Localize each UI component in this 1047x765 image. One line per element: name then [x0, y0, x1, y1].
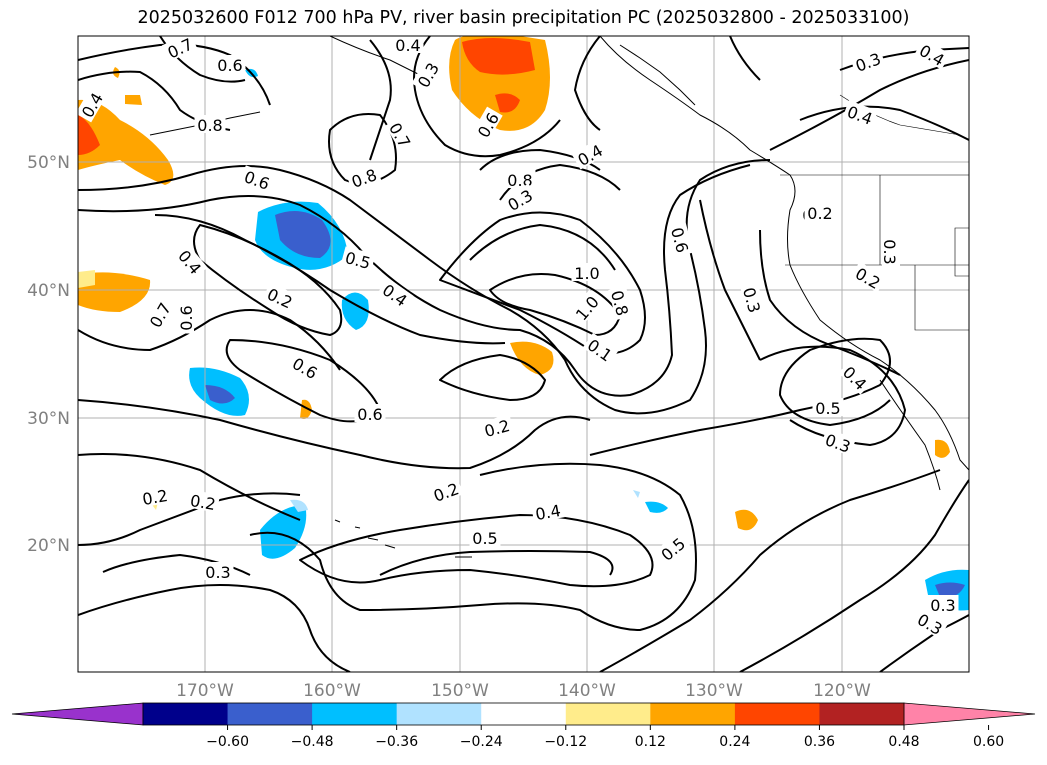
colorbar-tick-label: −0.48	[291, 734, 334, 750]
colorbar-tick-label: −0.12	[544, 734, 587, 750]
contour-label: 0.6	[215, 55, 246, 75]
contour-label: 0.8	[346, 163, 382, 192]
contour-label-text: 0.3	[880, 239, 899, 264]
lat-label: 20°N	[27, 536, 70, 556]
lat-label: 30°N	[27, 409, 70, 429]
colorbar-tick-label: 0.12	[635, 734, 666, 750]
map-figure: 0.70.60.40.40.30.8 0.70.80.6 0.80.60.40.30…	[0, 0, 1047, 765]
contour-label: 0.7	[162, 32, 199, 63]
contour-label-text: 0.3	[205, 563, 230, 582]
contour-label: 0.4	[393, 35, 424, 55]
contour-label-text: 0.6	[667, 225, 692, 255]
contour-label: 0.2	[850, 262, 887, 295]
colorbar-segment	[650, 703, 735, 725]
contour-label: 0.2	[138, 484, 172, 509]
contour-label: 0.7	[144, 297, 177, 334]
contour-label: 0.6	[287, 352, 324, 385]
contour-label: 1.0	[569, 290, 604, 327]
colorbar-segment	[143, 703, 228, 725]
colorbar-segment	[312, 703, 397, 725]
contour-label: 0.2	[805, 203, 836, 223]
contour-label-text: 0.3	[930, 596, 955, 615]
contour-label: 0.6	[176, 303, 196, 334]
lon-label: 130°W	[685, 681, 743, 701]
colorbar-segment	[228, 703, 313, 725]
lon-label: 170°W	[176, 681, 234, 701]
contour-label-text: 0.8	[607, 288, 632, 318]
contour-label: 0.5	[813, 398, 844, 418]
contour-label: 0.8	[606, 285, 633, 320]
map-plot-area: 0.70.60.40.40.30.8 0.70.80.6 0.80.60.40.30…	[76, 32, 969, 672]
contour-label: 0.4	[377, 278, 414, 312]
contour-label-text: 0.5	[815, 399, 840, 418]
contour-label-text: 0.6	[177, 305, 196, 330]
colorbar-max-extension	[904, 703, 1035, 725]
lon-label: 160°W	[303, 681, 361, 701]
lon-label: 140°W	[558, 681, 616, 701]
colorbar-tick-label: 0.48	[888, 734, 919, 750]
contour-label: 0.3	[203, 562, 234, 582]
colorbar-min-extension	[12, 703, 143, 725]
contour-label: 0.3	[820, 428, 856, 457]
contour-label: 0.3	[928, 595, 959, 615]
contour-label-text: 0.4	[534, 501, 562, 524]
contour-label: 0.5	[655, 531, 692, 566]
contour-label-text: 0.6	[357, 405, 382, 424]
contour-label: 0.6	[666, 222, 693, 257]
contour-label-text: 0.2	[807, 204, 832, 223]
colorbar-segment	[735, 703, 820, 725]
contour-label: 0.5	[340, 246, 375, 273]
contour-label: 0.6	[355, 404, 386, 424]
colorbar-segment	[481, 703, 566, 725]
longitude-labels: 170°W 160°W 150°W 140°W 130°W 120°W	[176, 681, 871, 701]
contour-label: 0.2	[428, 477, 464, 506]
contour-label: 0.4	[531, 499, 565, 524]
contour-label: 0.3	[738, 282, 765, 317]
contour-label-text: 0.8	[197, 116, 222, 135]
colorbar-tick-label: 0.24	[719, 734, 750, 750]
colorbar-tick-label: −0.24	[460, 734, 503, 750]
contour-label: 0.4	[172, 244, 207, 281]
colorbar: −0.60 −0.48 −0.36 −0.24 −0.12 0.12 0.24 0.36 0.4…	[12, 703, 1035, 750]
contour-label: 0.8	[195, 115, 226, 135]
contour-label: 0.3	[880, 237, 900, 268]
colorbar-tick-label: −0.60	[206, 734, 249, 750]
contour-label: 0.5	[470, 528, 501, 548]
contour-label-text: 0.2	[141, 486, 169, 509]
contour-label: 0.3	[850, 47, 886, 76]
latitude-labels: 50°N 40°N 30°N 20°N	[27, 153, 70, 556]
contour-label: 0.8	[505, 170, 536, 190]
contour-label-text: 1.0	[574, 264, 599, 283]
contour-label: 0.7	[384, 117, 417, 154]
contour-label-text: 0.5	[472, 529, 497, 548]
colorbar-segment	[566, 703, 651, 725]
contour-label-text: 0.6	[217, 56, 242, 75]
lat-label: 40°N	[27, 281, 70, 301]
contour-label-text: 0.2	[482, 416, 512, 441]
contour-label-text: 0.4	[839, 363, 870, 394]
colorbar-tick-label: 0.60	[973, 734, 1004, 750]
contour-label: 0.4	[572, 139, 609, 172]
lon-label: 150°W	[431, 681, 489, 701]
lat-label: 50°N	[27, 153, 70, 173]
colorbar-tick-label: 0.36	[804, 734, 835, 750]
colorbar-segment	[397, 703, 482, 725]
contour-label: 1.0	[572, 263, 603, 283]
contour-label: 0.4	[842, 100, 878, 129]
colorbar-segment	[819, 703, 904, 725]
colorbar-tick-label: −0.36	[375, 734, 418, 750]
lon-label: 120°W	[813, 681, 871, 701]
contour-label-text: 0.5	[343, 248, 373, 273]
contour-label: 0.6	[239, 165, 275, 194]
contour-label-text: 0.4	[395, 36, 420, 55]
